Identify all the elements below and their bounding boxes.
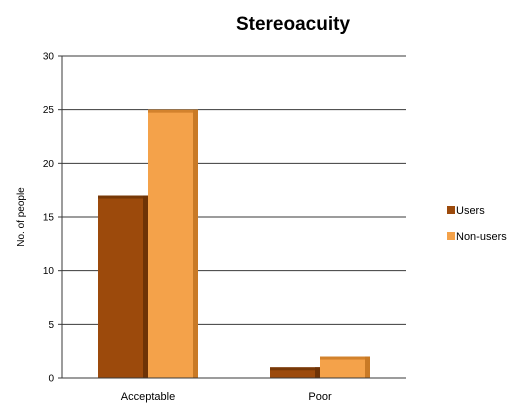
bar-shade [193,109,198,379]
y-tick-label: 5 [48,320,54,331]
category-label: Poor [308,391,332,403]
bar-top [270,367,320,371]
legend-label: Non-users [456,231,507,243]
legend-item: Users [447,205,485,217]
bar-shade [143,195,148,378]
bar-users-acceptable [98,195,148,378]
chart-title: Stereoacuity [236,14,350,35]
category-label: Acceptable [121,391,175,403]
y-tick-label: 10 [43,266,55,277]
y-tick-label: 25 [43,105,55,116]
y-tick-labels: 0 5 10 15 20 25 30 [43,52,55,385]
y-tick-label: 0 [48,374,54,385]
bar-face [148,109,198,379]
legend-item: Non-users [447,231,507,243]
y-tick-label: 15 [43,213,55,224]
axes [61,56,406,379]
bar-shade [315,367,320,378]
legend-swatch [447,206,455,214]
y-tick-label: 30 [43,52,55,63]
bar-top [320,356,370,360]
y-tick-label: 20 [43,159,55,170]
y-axis-label: No. of people [16,187,27,247]
category-labels: Acceptable Poor [121,391,332,403]
bar-face [320,356,370,378]
bar-shade [365,356,370,378]
legend: Users Non-users [447,205,507,243]
bar-non-users-acceptable [148,109,198,379]
bars [98,109,370,379]
bar-non-users-poor [320,356,370,378]
bar-top [148,109,198,113]
bar-top [98,195,148,199]
bar-face [270,367,320,378]
legend-swatch [447,232,455,240]
bar-users-poor [270,367,320,378]
bar-face [98,195,148,378]
legend-label: Users [456,205,485,217]
